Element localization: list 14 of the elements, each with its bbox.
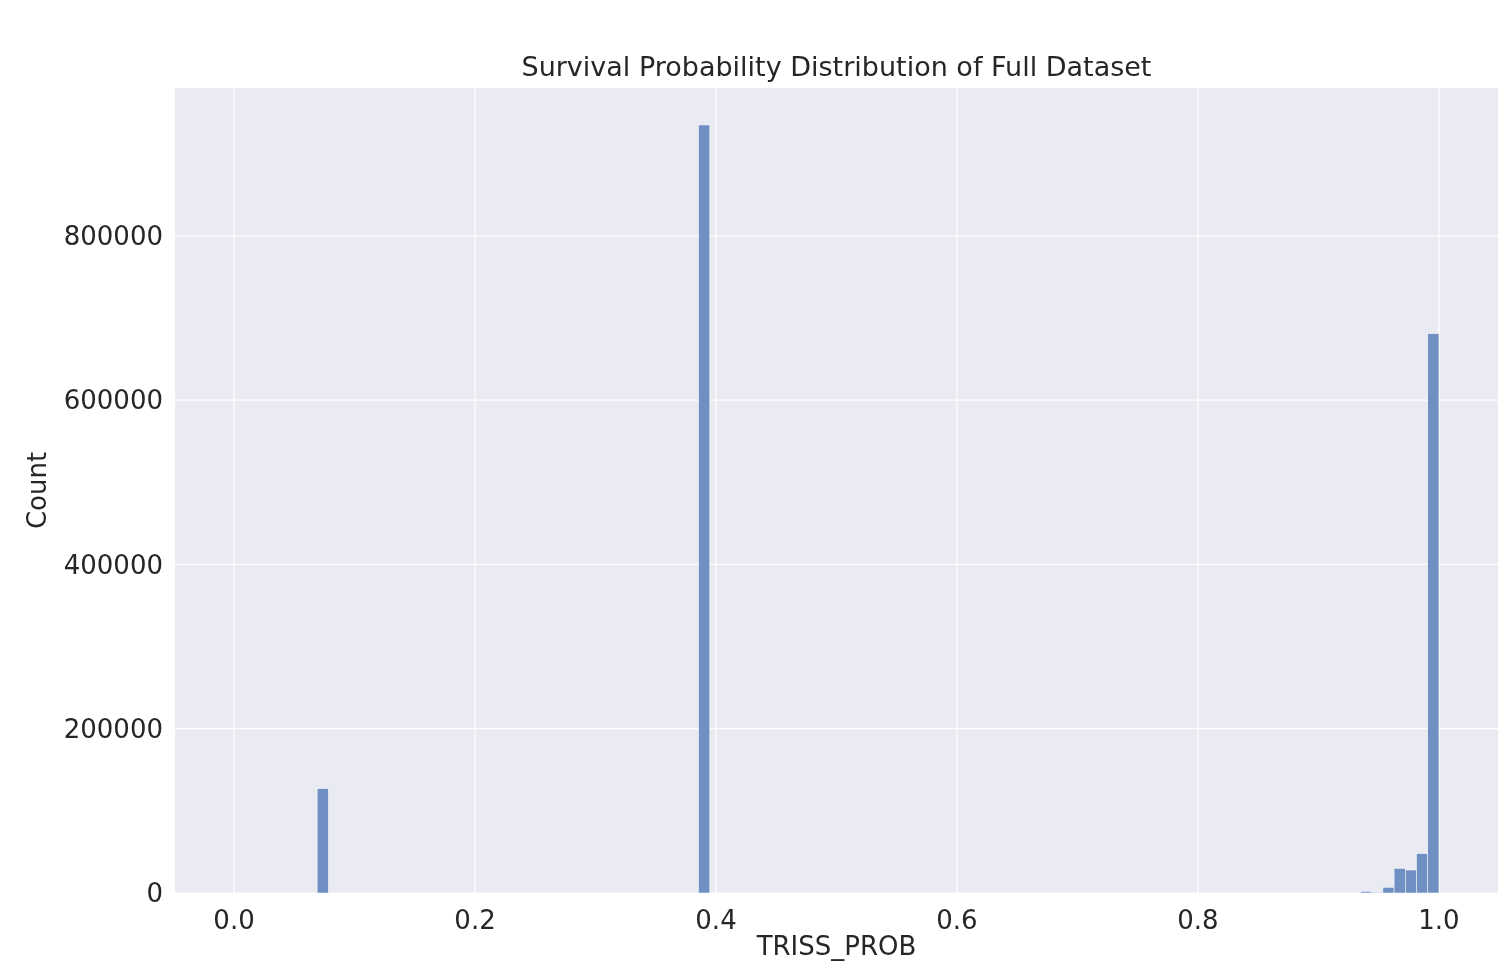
chart-title: Survival Probability Distribution of Full Dataset bbox=[521, 51, 1152, 82]
x-tick-label: 0.2 bbox=[454, 905, 496, 935]
y-axis-title: Count bbox=[22, 451, 52, 530]
y-tick-label: 600000 bbox=[63, 385, 163, 416]
y-tick-label: 800000 bbox=[63, 220, 163, 251]
x-axis-title: TRISS_PROB bbox=[755, 931, 917, 961]
x-tick-label: 0.8 bbox=[1177, 905, 1219, 935]
x-tick-label: 0.6 bbox=[936, 905, 978, 935]
x-tick-label: 1.0 bbox=[1418, 905, 1460, 935]
y-tick-label: 400000 bbox=[63, 549, 163, 580]
x-tick-label: 0.4 bbox=[695, 905, 737, 935]
x-tick-label: 0.0 bbox=[213, 905, 255, 935]
y-tick-label: 200000 bbox=[63, 713, 163, 744]
y-tick-label: 0 bbox=[146, 878, 163, 909]
